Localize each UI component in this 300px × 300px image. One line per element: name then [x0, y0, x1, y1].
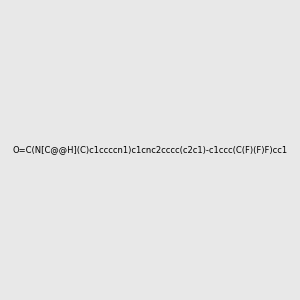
Text: O=C(N[C@@H](C)c1ccccn1)c1cnc2cccc(c2c1)-c1ccc(C(F)(F)F)cc1: O=C(N[C@@H](C)c1ccccn1)c1cnc2cccc(c2c1)-…: [12, 146, 288, 154]
